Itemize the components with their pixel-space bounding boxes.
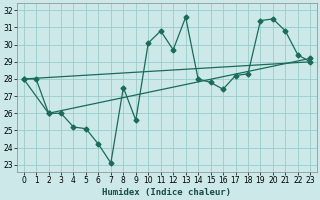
X-axis label: Humidex (Indice chaleur): Humidex (Indice chaleur) [102,188,231,197]
